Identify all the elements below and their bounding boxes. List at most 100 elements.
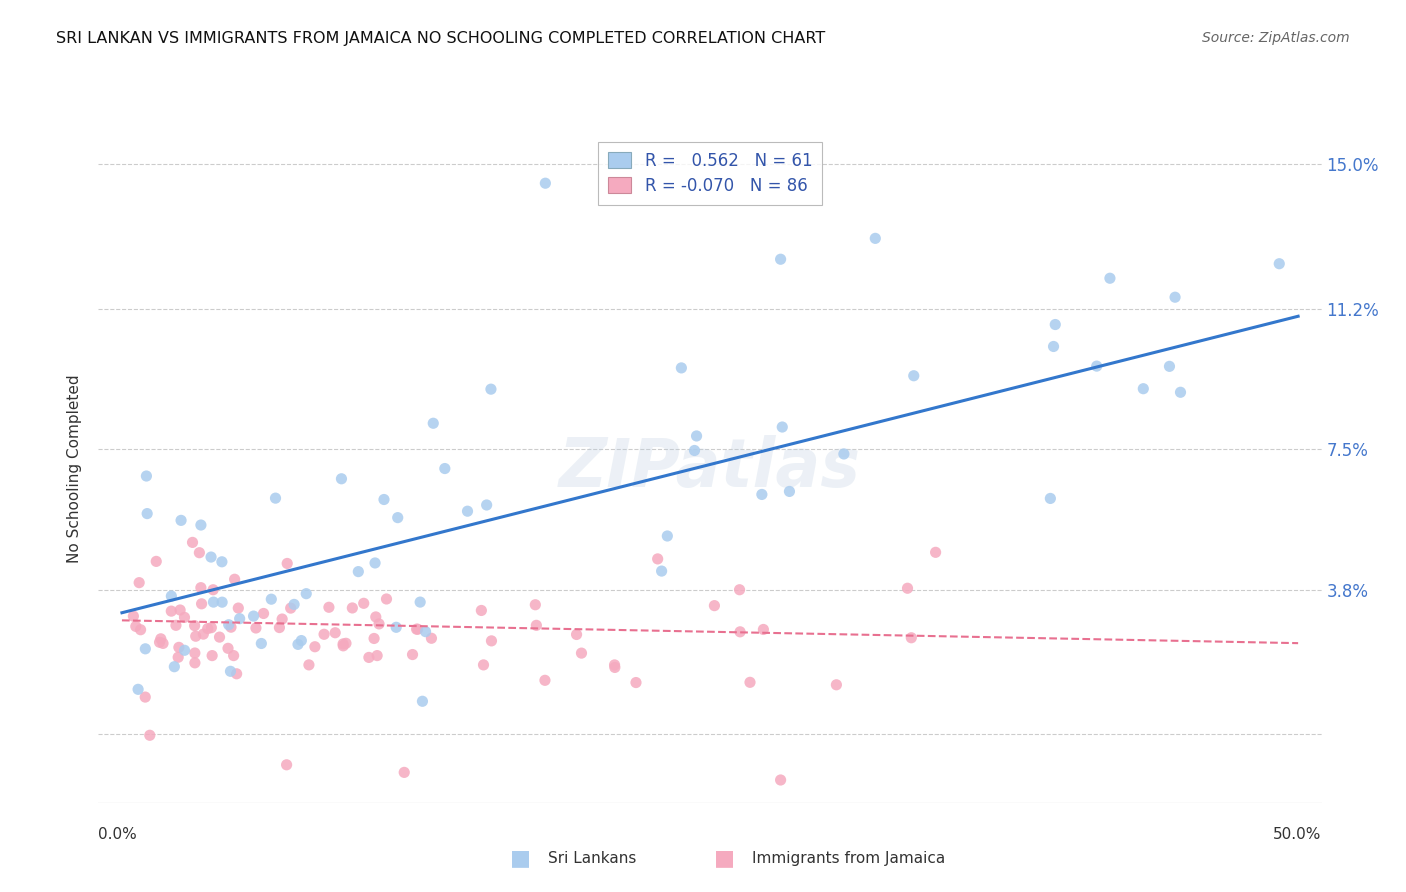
Point	[312, 627, 335, 641]
Point	[298, 657, 321, 672]
Point	[342, 601, 364, 615]
Point	[571, 646, 593, 660]
Point	[364, 610, 387, 624]
Point	[201, 648, 224, 663]
Text: Immigrants from Jamaica: Immigrants from Jamaica	[752, 851, 945, 865]
Point	[269, 621, 291, 635]
Point	[224, 572, 246, 586]
Point	[332, 637, 354, 651]
Point	[825, 678, 848, 692]
Point	[134, 641, 156, 656]
Point	[832, 447, 855, 461]
Point	[524, 598, 547, 612]
Point	[139, 728, 162, 742]
Point	[222, 648, 245, 663]
Point	[703, 599, 725, 613]
Point	[304, 640, 326, 654]
Point	[225, 666, 247, 681]
Legend: R =   0.562   N = 61, R = -0.070   N = 86: R = 0.562 N = 61, R = -0.070 N = 86	[598, 142, 823, 205]
Point	[479, 382, 502, 396]
Point	[728, 582, 751, 597]
Point	[211, 555, 233, 569]
Point	[173, 643, 195, 657]
Point	[173, 610, 195, 624]
Point	[330, 472, 353, 486]
Point	[264, 491, 287, 505]
Point	[127, 682, 149, 697]
Point	[280, 601, 302, 615]
Point	[1268, 257, 1291, 271]
Point	[181, 535, 204, 549]
Point	[387, 510, 409, 524]
Point	[770, 420, 793, 434]
Point	[375, 592, 398, 607]
Point	[364, 556, 387, 570]
Text: ■: ■	[714, 848, 734, 868]
Point	[415, 624, 437, 639]
Point	[357, 650, 380, 665]
Point	[1132, 382, 1154, 396]
Point	[323, 625, 346, 640]
Point	[122, 609, 145, 624]
Point	[624, 675, 647, 690]
Point	[188, 546, 211, 560]
Point	[283, 598, 305, 612]
Point	[128, 575, 150, 590]
Point	[260, 592, 283, 607]
Point	[211, 595, 233, 609]
Point	[1098, 271, 1121, 285]
Point	[685, 429, 707, 443]
Point	[152, 636, 174, 650]
Point	[226, 601, 249, 615]
Point	[287, 637, 309, 651]
Point	[406, 622, 429, 636]
Point	[865, 231, 887, 245]
Point	[295, 587, 318, 601]
Point	[603, 660, 626, 674]
Point	[903, 368, 925, 383]
Point	[422, 417, 444, 431]
Text: Source: ZipAtlas.com: Source: ZipAtlas.com	[1202, 31, 1350, 45]
Point	[534, 673, 557, 688]
Point	[368, 616, 391, 631]
Point	[219, 620, 242, 634]
Point	[169, 603, 191, 617]
Point	[347, 565, 370, 579]
Point	[271, 612, 294, 626]
Text: Sri Lankans: Sri Lankans	[548, 851, 637, 865]
Point	[135, 469, 157, 483]
Point	[136, 507, 159, 521]
Point	[250, 636, 273, 650]
Point	[651, 564, 673, 578]
Point	[752, 623, 775, 637]
Point	[318, 600, 340, 615]
Point	[475, 498, 498, 512]
Point	[245, 621, 267, 635]
Point	[148, 635, 170, 649]
Point	[657, 529, 679, 543]
Point	[184, 656, 207, 670]
Point	[671, 360, 693, 375]
Point	[197, 622, 219, 636]
Point	[1039, 491, 1062, 506]
Point	[202, 582, 225, 597]
Point	[394, 765, 416, 780]
Point	[405, 622, 427, 636]
Y-axis label: No Schooling Completed: No Schooling Completed	[67, 374, 83, 563]
Point	[401, 648, 423, 662]
Point	[190, 518, 212, 533]
Point	[1085, 359, 1108, 373]
Point	[373, 492, 395, 507]
Point	[366, 648, 388, 663]
Point	[1045, 318, 1067, 332]
Point	[193, 627, 215, 641]
Text: 50.0%: 50.0%	[1274, 827, 1322, 841]
Text: ■: ■	[510, 848, 530, 868]
Point	[1042, 339, 1064, 353]
Point	[481, 633, 503, 648]
Point	[183, 618, 205, 632]
Point	[335, 636, 357, 650]
Point	[751, 487, 773, 501]
Point	[470, 603, 492, 617]
Point	[433, 461, 456, 475]
